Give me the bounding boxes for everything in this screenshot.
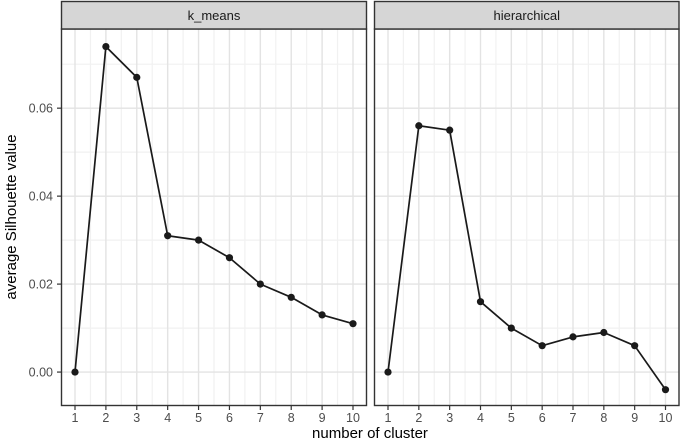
x-tick-label: 9 (319, 411, 326, 425)
data-point (287, 293, 295, 301)
x-tick-label: 6 (539, 411, 546, 425)
data-point (384, 368, 392, 376)
data-point (661, 386, 670, 394)
data-point (71, 368, 79, 376)
x-tick-label: 8 (600, 411, 607, 425)
x-tick-label: 6 (226, 411, 233, 425)
data-point (507, 324, 515, 332)
data-point (631, 342, 639, 350)
x-tick-label: 7 (257, 411, 264, 425)
data-point (102, 42, 110, 51)
data-point (256, 280, 264, 288)
x-tick-label: 3 (133, 411, 140, 425)
data-point (194, 236, 203, 244)
series-line-k_means (74, 45, 354, 373)
facet-strip-label: k_means (188, 8, 241, 23)
x-tick-label: 4 (164, 411, 171, 425)
y-tick-label: 0.02 (29, 278, 53, 292)
x-tick-label: 5 (195, 411, 202, 425)
x-tick-label: 3 (446, 411, 453, 425)
x-tick-label: 10 (346, 411, 360, 425)
facet-hierarchical: 1 2 3 4 5 6 7 8 9 10 hierarchical (373, 0, 680, 425)
series-line-hierarchical (387, 124, 667, 391)
x-tick-label: 7 (570, 411, 577, 425)
data-point (538, 342, 546, 350)
data-point (569, 333, 577, 341)
data-point (164, 232, 172, 240)
x-tick-label: 1 (72, 411, 79, 425)
data-point (476, 298, 485, 306)
facet-k_means: 1 2 3 4 5 6 7 8 9 10 k_means (60, 0, 368, 425)
x-tick-label: 8 (288, 411, 295, 425)
y-tick-label: 0.00 (29, 366, 53, 380)
data-point (415, 122, 423, 130)
y-tick-label: 0.06 (29, 102, 53, 116)
facet-strip (373, 0, 680, 30)
y-tick-label: 0.04 (29, 190, 53, 204)
x-tick-label: 2 (415, 411, 422, 425)
x-tick-label: 2 (102, 411, 109, 425)
x-axis-title: number of cluster (312, 425, 428, 442)
x-tick-label: 1 (385, 411, 392, 425)
x-tick-label: 10 (659, 411, 673, 425)
data-point (318, 311, 326, 319)
data-point (349, 320, 357, 328)
data-point (446, 126, 454, 134)
y-axis-title: average Silhouette value (3, 134, 20, 299)
facet-strip-label: hierarchical (494, 8, 561, 23)
x-tick-label: 4 (477, 411, 484, 425)
data-point (133, 73, 141, 81)
y-axis: 0.00 0.02 0.04 0.06 (29, 102, 62, 380)
data-point (600, 328, 608, 337)
data-point (225, 254, 234, 262)
x-tick-label: 5 (508, 411, 515, 425)
facet-strip (60, 0, 368, 30)
x-tick-label: 9 (631, 411, 638, 425)
panels-layer: 1 2 3 4 5 6 7 8 9 10 k_means 1 2 3 4 5 6 7 8 9 10 hierarchica… (29, 0, 680, 425)
